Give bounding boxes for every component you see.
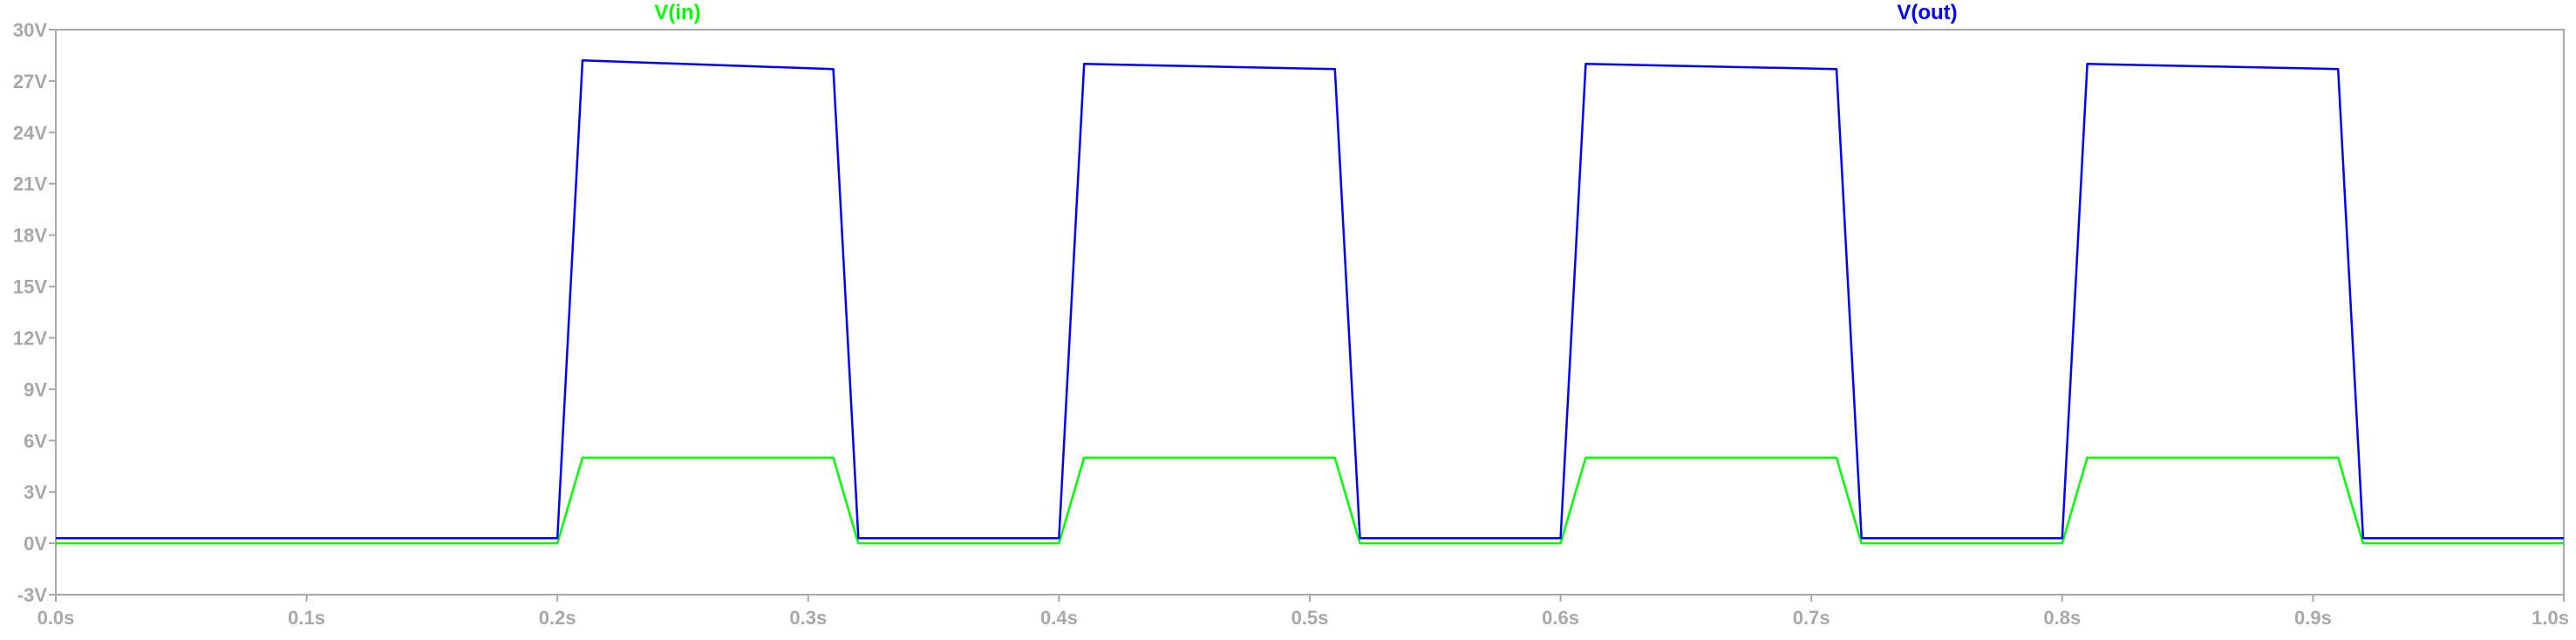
y-tick-label: 18V	[13, 225, 47, 247]
y-tick-label: 24V	[13, 122, 47, 144]
series-line-v-out	[56, 59, 2564, 540]
legend-label: V(out)	[1897, 1, 1957, 24]
y-tick-label: 6V	[24, 430, 47, 452]
legend-label: V(in)	[654, 1, 700, 24]
y-tick-label: 30V	[13, 19, 47, 41]
x-tick-label: 0.3s	[789, 607, 827, 629]
x-tick-label: 0.1s	[288, 607, 325, 629]
series-line-v-in	[56, 456, 2564, 545]
x-tick-label: 0.8s	[2043, 607, 2081, 629]
x-tick-label: 0.0s	[37, 607, 75, 629]
x-tick-label: 0.6s	[1542, 607, 1579, 629]
x-axis: 0.0s 0.1s 0.2s 0.3s 0.4s 0.5s 0.6s 0.7s 0.8s 0.9s…	[37, 595, 2569, 629]
y-tick-label: 3V	[24, 481, 47, 503]
y-tick-label: 0V	[24, 533, 47, 555]
x-tick-label: 0.5s	[1291, 607, 1329, 629]
legend: V(in) V(out)	[654, 1, 1957, 24]
y-tick-label: 12V	[13, 327, 47, 349]
x-tick-label: 0.9s	[2294, 607, 2332, 629]
y-tick-label: 15V	[13, 276, 47, 298]
y-tick-label: -3V	[17, 584, 48, 606]
x-tick-label: 0.4s	[1040, 607, 1078, 629]
series-layer	[56, 59, 2564, 545]
y-tick-label: 27V	[13, 71, 47, 92]
y-tick-label: 21V	[13, 174, 47, 195]
x-tick-label: 0.2s	[539, 607, 576, 629]
x-tick-label: 1.0s	[2532, 607, 2569, 629]
y-axis: -3V 0V 3V 6V 9V 12V 15V 18V 21V 24V 27V 30V	[13, 19, 56, 606]
plot-frame	[55, 29, 2565, 596]
x-tick-label: 0.7s	[1793, 607, 1830, 629]
y-tick-label: 9V	[24, 378, 47, 400]
